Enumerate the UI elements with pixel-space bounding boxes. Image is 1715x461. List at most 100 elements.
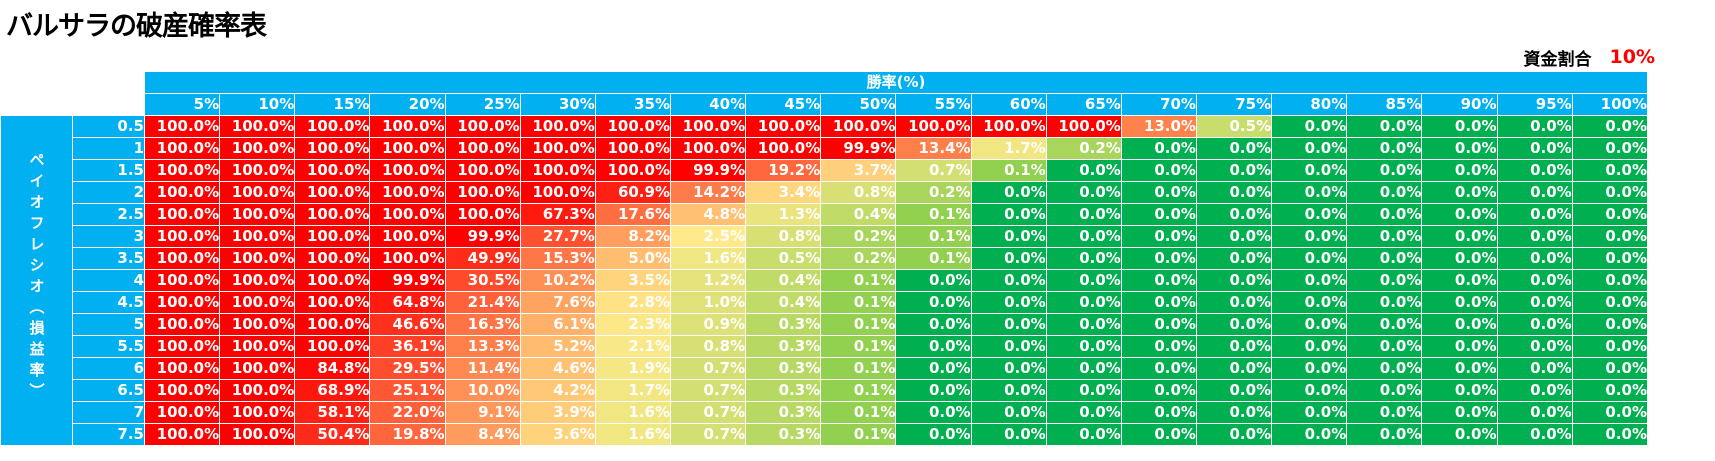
heatmap-cell: 0.0% — [1271, 379, 1348, 402]
row-header: 6.5 — [72, 379, 145, 402]
column-header: 75% — [1195, 93, 1273, 116]
heatmap-cell: 0.0% — [1045, 203, 1122, 226]
heatmap-cell: 100.0% — [143, 137, 221, 160]
fund-ratio-value: 10% — [1609, 46, 1655, 68]
y-axis-label-text: ペイオフレシオ（損益率） — [27, 151, 46, 404]
heatmap-cell: 0.0% — [1120, 379, 1197, 402]
column-header: 95% — [1496, 93, 1573, 116]
heatmap-cell: 11.4% — [444, 357, 521, 380]
heatmap-cell: 0.0% — [1571, 115, 1649, 138]
heatmap-cell: 0.0% — [1271, 159, 1348, 182]
heatmap-cell: 0.0% — [970, 181, 1047, 204]
heatmap-cell: 100.0% — [219, 357, 296, 380]
heatmap-cell: 0.0% — [1271, 269, 1348, 292]
corner-blank — [0, 93, 145, 116]
column-header: 35% — [594, 93, 671, 116]
heatmap-cell: 100.0% — [669, 115, 747, 138]
heatmap-cell: 0.0% — [1195, 291, 1273, 314]
heatmap-cell: 0.0% — [1571, 225, 1649, 248]
heatmap-cell: 0.0% — [970, 313, 1047, 336]
heatmap-cell: 0.0% — [970, 203, 1047, 226]
heatmap-cell: 0.0% — [1346, 401, 1423, 424]
heatmap-cell: 100.0% — [143, 423, 221, 446]
heatmap-cell: 3.7% — [820, 159, 897, 182]
heatmap-cell: 100.0% — [294, 159, 371, 182]
heatmap-cell: 22.0% — [369, 401, 446, 424]
heatmap-cell: 0.0% — [1346, 181, 1423, 204]
heatmap-cell: 0.0% — [1120, 401, 1197, 424]
heatmap-cell: 0.0% — [1421, 401, 1498, 424]
row-header: 3 — [72, 225, 145, 248]
heatmap-cell: 0.0% — [1571, 313, 1649, 336]
heatmap-cell: 0.0% — [1421, 137, 1498, 160]
table-row: 7.5 100.0% 100.0% 50.4% 19.8% 8.4% 3.6% 1.6% 0.7… — [1, 423, 1649, 446]
table-row: 1.5 100.0% 100.0% 100.0% 100.0% 100.0% 100.0% 1… — [1, 159, 1649, 182]
table-row: 3 100.0% 100.0% 100.0% 100.0% 99.9% 27.7% 8.2% 2… — [1, 225, 1649, 248]
heatmap-cell: 0.0% — [1421, 203, 1498, 226]
heatmap-cell: 19.2% — [745, 159, 822, 182]
heatmap-cell: 46.6% — [369, 313, 446, 336]
heatmap-cell: 0.0% — [1045, 269, 1122, 292]
heatmap-cell: 30.5% — [444, 269, 521, 292]
heatmap-cell: 1.9% — [594, 357, 671, 380]
column-header: 25% — [444, 93, 521, 116]
heatmap-cell: 0.0% — [1346, 137, 1423, 160]
heatmap-cell: 0.0% — [1120, 313, 1197, 336]
heatmap-cell: 0.0% — [1496, 137, 1573, 160]
heatmap-cell: 0.0% — [1120, 335, 1197, 358]
heatmap-cell: 0.1% — [820, 291, 897, 314]
heatmap-cell: 0.5% — [745, 247, 822, 270]
table-row: 2.5 100.0% 100.0% 100.0% 100.0% 100.0% 67.3% 17… — [1, 203, 1649, 226]
heatmap-cell: 100.0% — [294, 247, 371, 270]
heatmap-cell: 100.0% — [1045, 115, 1122, 138]
heatmap-cell: 0.0% — [895, 379, 972, 402]
heatmap-cell: 0.0% — [1195, 181, 1273, 204]
table-row: 4.5 100.0% 100.0% 100.0% 64.8% 21.4% 7.6% 2.8% 1… — [1, 291, 1649, 314]
heatmap-cell: 0.0% — [1421, 159, 1498, 182]
heatmap-cell: 100.0% — [444, 115, 521, 138]
column-header: 70% — [1120, 93, 1197, 116]
heatmap-cell: 0.1% — [895, 225, 972, 248]
heatmap-cell: 100.0% — [519, 181, 596, 204]
heatmap-cell: 0.0% — [1421, 379, 1498, 402]
heatmap-cell: 0.7% — [669, 423, 747, 446]
heatmap-cell: 0.0% — [1195, 379, 1273, 402]
heatmap-cell: 0.0% — [1045, 181, 1122, 204]
column-header-row: 5% 10% 15% 20% 25% 30% 35% 40% 45% 50% 55% 60% 65% 70… — [0, 93, 1649, 116]
heatmap-cell: 0.1% — [820, 423, 897, 446]
row-header: 0.5 — [72, 115, 145, 138]
heatmap-cell: 0.0% — [1195, 269, 1273, 292]
heatmap-cell: 3.5% — [594, 269, 671, 292]
row-header: 7 — [72, 401, 145, 424]
heatmap-cell: 0.0% — [895, 401, 972, 424]
table-row: 6.5 100.0% 100.0% 68.9% 25.1% 10.0% 4.2% 1.7% 0.… — [1, 379, 1649, 402]
heatmap-cell: 0.0% — [1195, 203, 1273, 226]
column-header: 20% — [369, 93, 446, 116]
column-header: 90% — [1421, 93, 1498, 116]
heatmap-cell: 4.8% — [669, 203, 747, 226]
heatmap-cell: 58.1% — [294, 401, 371, 424]
heatmap-cell: 100.0% — [143, 225, 221, 248]
heatmap-cell: 36.1% — [369, 335, 446, 358]
heatmap-cell: 0.0% — [1271, 401, 1348, 424]
heatmap-cell: 100.0% — [143, 269, 221, 292]
heatmap-cell: 100.0% — [294, 115, 371, 138]
heatmap-cell: 100.0% — [294, 291, 371, 314]
heatmap-cell: 0.0% — [1045, 335, 1122, 358]
heatmap-cell: 0.1% — [820, 313, 897, 336]
heatmap-cell: 100.0% — [895, 115, 972, 138]
heatmap-cell: 0.0% — [1421, 247, 1498, 270]
heatmap-cell: 100.0% — [143, 313, 221, 336]
column-header: 5% — [143, 93, 221, 116]
heatmap-cell: 0.0% — [1195, 335, 1273, 358]
fund-ratio: 資金割合 10% — [1524, 46, 1655, 70]
heatmap-cell: 84.8% — [294, 357, 371, 380]
heatmap-cell: 0.0% — [1571, 203, 1649, 226]
heatmap-cell: 1.7% — [970, 137, 1047, 160]
table-row: 5.5 100.0% 100.0% 100.0% 36.1% 13.3% 5.2% 2.1% 0… — [1, 335, 1649, 358]
heatmap-cell: 0.0% — [1496, 247, 1573, 270]
heatmap-cell: 100.0% — [594, 115, 671, 138]
heatmap-cell: 100.0% — [219, 335, 296, 358]
heatmap-cell: 0.7% — [669, 401, 747, 424]
heatmap-cell: 0.0% — [1346, 313, 1423, 336]
